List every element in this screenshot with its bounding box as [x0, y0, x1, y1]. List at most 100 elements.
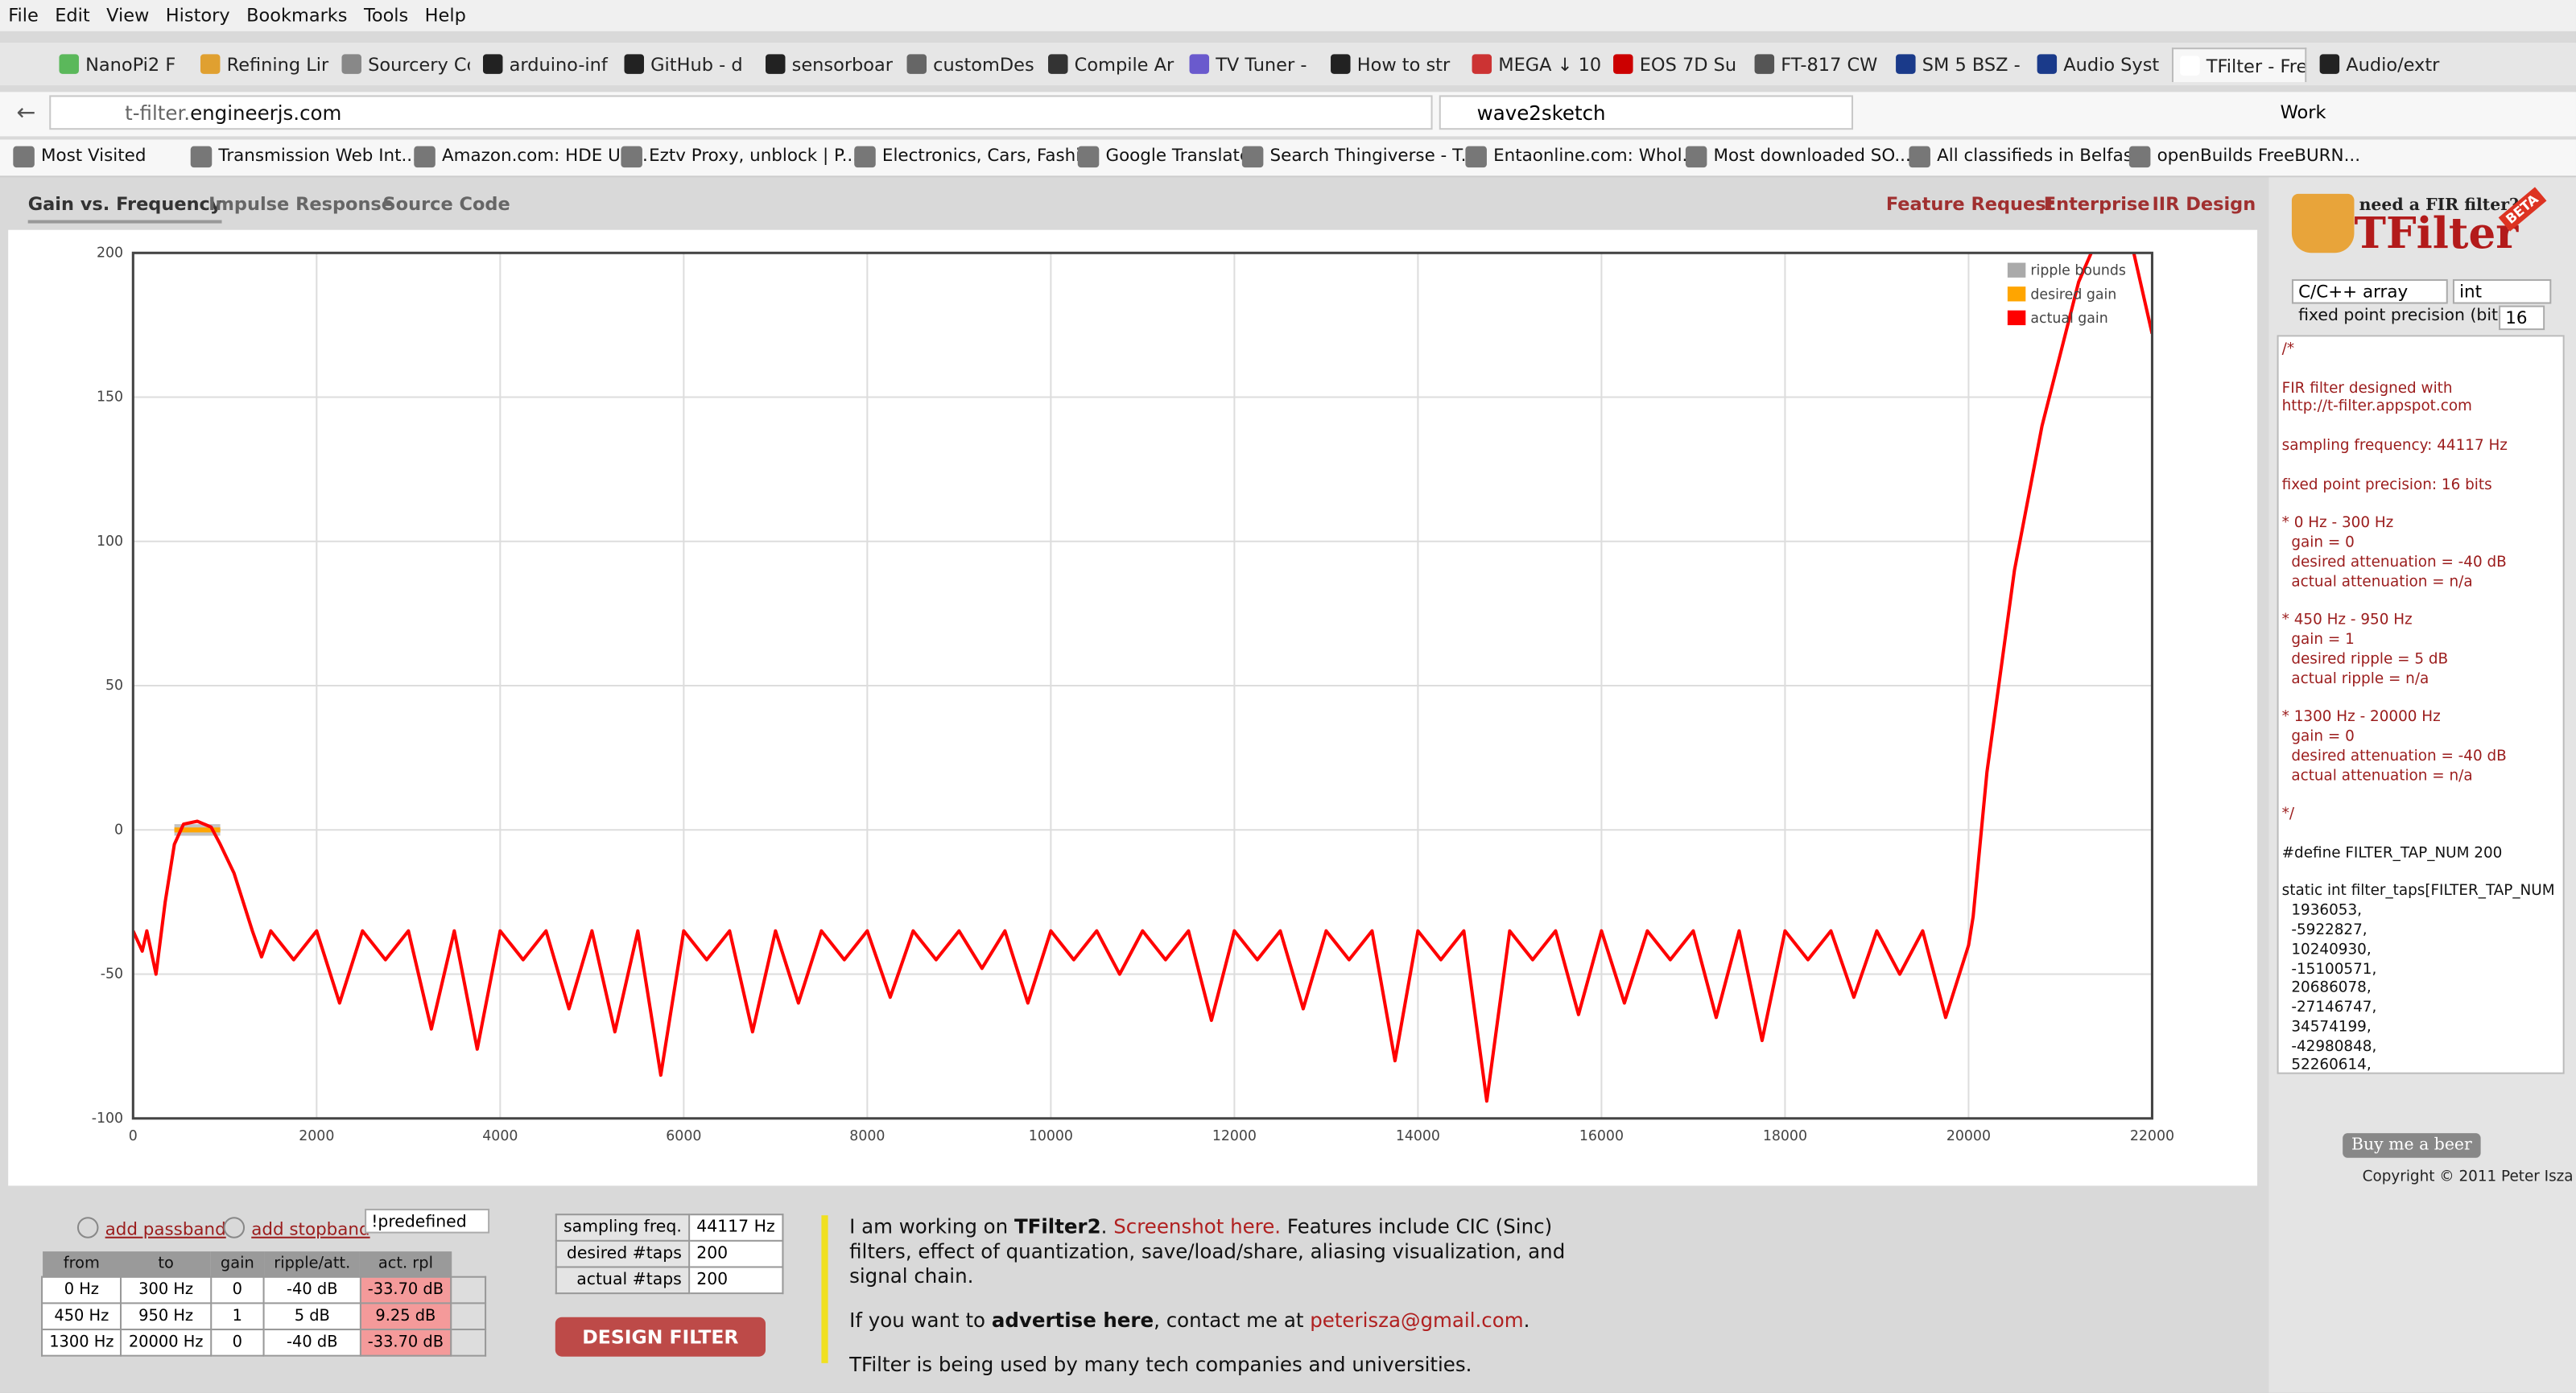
- design-button[interactable]: DESIGN FILTER: [555, 1317, 766, 1357]
- bookmark[interactable]: Amazon.com: HDE US...: [414, 146, 648, 168]
- y-tick-label: 0: [114, 822, 123, 838]
- band-cell[interactable]: 450 Hz: [41, 1302, 122, 1331]
- info-paragraph: If you want to advertise here, contact m…: [849, 1309, 1605, 1334]
- back-button[interactable]: ←: [16, 100, 36, 127]
- bookmark[interactable]: Most Visited: [13, 146, 146, 168]
- bookmark[interactable]: Entaonline.com: Whol...: [1465, 146, 1699, 168]
- nav-tab[interactable]: Source Code: [382, 193, 510, 216]
- add-passband[interactable]: add passband: [76, 1210, 226, 1242]
- add-stopband-label[interactable]: add stopband: [251, 1220, 370, 1240]
- bookmark[interactable]: Electronics, Cars, Fashi...: [854, 146, 1097, 168]
- band-cell: 9.25 dB: [359, 1302, 452, 1331]
- tab-title: Sourcery CodeB: [368, 54, 470, 76]
- browser-tab[interactable]: SM 5 BSZ -: [1889, 47, 2024, 82]
- menu-item[interactable]: Tools: [363, 5, 409, 27]
- browser-tab[interactable]: NanoPi2 F: [52, 47, 187, 82]
- bookmark[interactable]: Most downloaded SO...: [1685, 146, 1911, 168]
- bookmark[interactable]: All classifieds in Belfas...: [1909, 146, 2149, 168]
- code-line: -15100571,: [2281, 961, 2377, 979]
- code-line: 34574199,: [2281, 1020, 2372, 1037]
- bookmark[interactable]: Transmission Web Int...: [190, 146, 418, 168]
- menu-item[interactable]: Edit: [55, 5, 90, 27]
- browser-tab[interactable]: Refining Lin: [194, 47, 328, 82]
- browser-tab[interactable]: Audio/extr: [2313, 47, 2447, 82]
- menu-item[interactable]: Bookmarks: [246, 5, 348, 27]
- browser-tab[interactable]: Sourcery CodeB: [335, 47, 470, 82]
- bookmark[interactable]: Google Translate: [1077, 146, 1250, 168]
- band-cell[interactable]: 950 Hz: [120, 1302, 212, 1331]
- band-cell[interactable]: 20000 Hz: [120, 1329, 212, 1357]
- browser-tab[interactable]: FT-817 CW: [1748, 47, 1882, 82]
- param-value[interactable]: 44117 Hz: [688, 1214, 783, 1242]
- band-cell[interactable]: 1: [209, 1302, 266, 1331]
- param-value[interactable]: 200: [688, 1266, 783, 1295]
- browser-tab[interactable]: MEGA ↓ 10: [1465, 47, 1600, 82]
- band-table: from to gain ripple/att. act. rpl 0 Hz 300 Hz 0…: [41, 1251, 487, 1357]
- browser-tab[interactable]: Audio Syst: [2030, 47, 2165, 82]
- bold-link[interactable]: advertise here: [991, 1309, 1154, 1333]
- browser-tab[interactable]: sensorboar: [759, 47, 894, 82]
- tab-title: GitHub - d: [650, 54, 743, 76]
- type-select[interactable]: int: [2452, 278, 2552, 304]
- browser-tab[interactable]: How to str: [1324, 47, 1459, 82]
- nav-link[interactable]: Feature Request: [1885, 193, 2055, 216]
- info-paragraph: TFilter is being used by many tech compa…: [849, 1353, 1472, 1377]
- band-cell[interactable]: 0: [209, 1329, 266, 1357]
- add-stopband[interactable]: add stopband: [223, 1210, 370, 1242]
- browser-tab[interactable]: TV Tuner -: [1183, 47, 1317, 82]
- sidebar: need a FIR filter? TFilter BETA C/C++ ar…: [2268, 177, 2576, 1393]
- code-line: actual attenuation = n/a: [2281, 574, 2473, 591]
- search-field[interactable]: wave2sketch: [1439, 95, 1854, 130]
- bookmark[interactable]: Eztv Proxy, unblock | P...: [621, 146, 858, 168]
- beer-button[interactable]: Buy me a beer: [2343, 1133, 2481, 1158]
- browser-tab[interactable]: arduino-inf: [477, 47, 611, 82]
- bookmark[interactable]: Search Thingiverse - T...: [1241, 146, 1477, 168]
- code-line: 10240930,: [2281, 942, 2372, 959]
- browser-tab[interactable]: EOS 7D Su: [1607, 47, 1741, 82]
- text: Features include CIC (Sinc) filters, eff…: [849, 1215, 1566, 1288]
- band-cell[interactable]: 5 dB: [262, 1302, 361, 1331]
- browser-tab[interactable]: TFilter - Fre: [2171, 47, 2307, 83]
- code-block: sampling frequency: 44117 Hz: [2282, 439, 2560, 458]
- y-tick-label: 200: [97, 245, 123, 261]
- params-table: sampling freq. 44117 Hz desired #taps 200 ac…: [555, 1214, 783, 1295]
- browser-tab[interactable]: Compile Ar: [1042, 47, 1176, 82]
- profile-label[interactable]: Work: [2280, 101, 2326, 124]
- band-cell[interactable]: 300 Hz: [120, 1276, 212, 1304]
- tab-title: TV Tuner -: [1216, 54, 1307, 76]
- bookmark-title: Electronics, Cars, Fashi...: [881, 146, 1097, 167]
- browser-tab[interactable]: customDesignT: [900, 47, 1035, 82]
- url-field[interactable]: t-filter.engineerjs.com: [49, 95, 1433, 130]
- add-passband-label[interactable]: add passband: [105, 1220, 226, 1240]
- menu-item[interactable]: Help: [424, 5, 466, 27]
- nav-tab[interactable]: Impulse Response: [208, 193, 394, 216]
- band-cell[interactable]: 0: [209, 1276, 266, 1304]
- delete-button[interactable]: [450, 1329, 487, 1357]
- nav-link[interactable]: Enterprise: [2043, 193, 2150, 216]
- band-cell: -33.70 dB: [359, 1276, 452, 1304]
- format-select[interactable]: C/C++ array: [2291, 278, 2448, 304]
- y-tick-label: 100: [97, 534, 123, 550]
- band-cell[interactable]: 0 Hz: [41, 1276, 122, 1304]
- browser-tab[interactable]: GitHub - d: [617, 47, 752, 82]
- menu-item[interactable]: History: [165, 5, 230, 27]
- link[interactable]: Screenshot here.: [1113, 1215, 1282, 1238]
- delete-button[interactable]: [450, 1276, 487, 1304]
- menu-item[interactable]: View: [106, 5, 150, 27]
- tab-title: Audio Syst: [2063, 54, 2160, 76]
- code-line: 52260614,: [2281, 1058, 2372, 1074]
- bookmark[interactable]: openBuilds FreeBURN...: [2128, 146, 2360, 168]
- precision-input[interactable]: 16: [2499, 305, 2545, 331]
- band-cell[interactable]: 1300 Hz: [41, 1329, 122, 1357]
- y-tick-label: 150: [97, 389, 123, 406]
- predefined-select[interactable]: !predefined: [365, 1209, 490, 1234]
- code-block: static int filter_taps[FILTER_TAP_NUM 19…: [2281, 884, 2560, 1074]
- nav-tab[interactable]: Gain vs. Frequency: [27, 194, 222, 224]
- band-cell[interactable]: -40 dB: [262, 1329, 361, 1357]
- band-cell[interactable]: -40 dB: [262, 1276, 361, 1304]
- delete-button[interactable]: [450, 1302, 487, 1331]
- nav-link[interactable]: IIR Design: [2152, 193, 2256, 216]
- param-value[interactable]: 200: [688, 1239, 783, 1268]
- email-link[interactable]: peterisza@gmail.com: [1310, 1309, 1524, 1333]
- menu-item[interactable]: File: [8, 5, 39, 27]
